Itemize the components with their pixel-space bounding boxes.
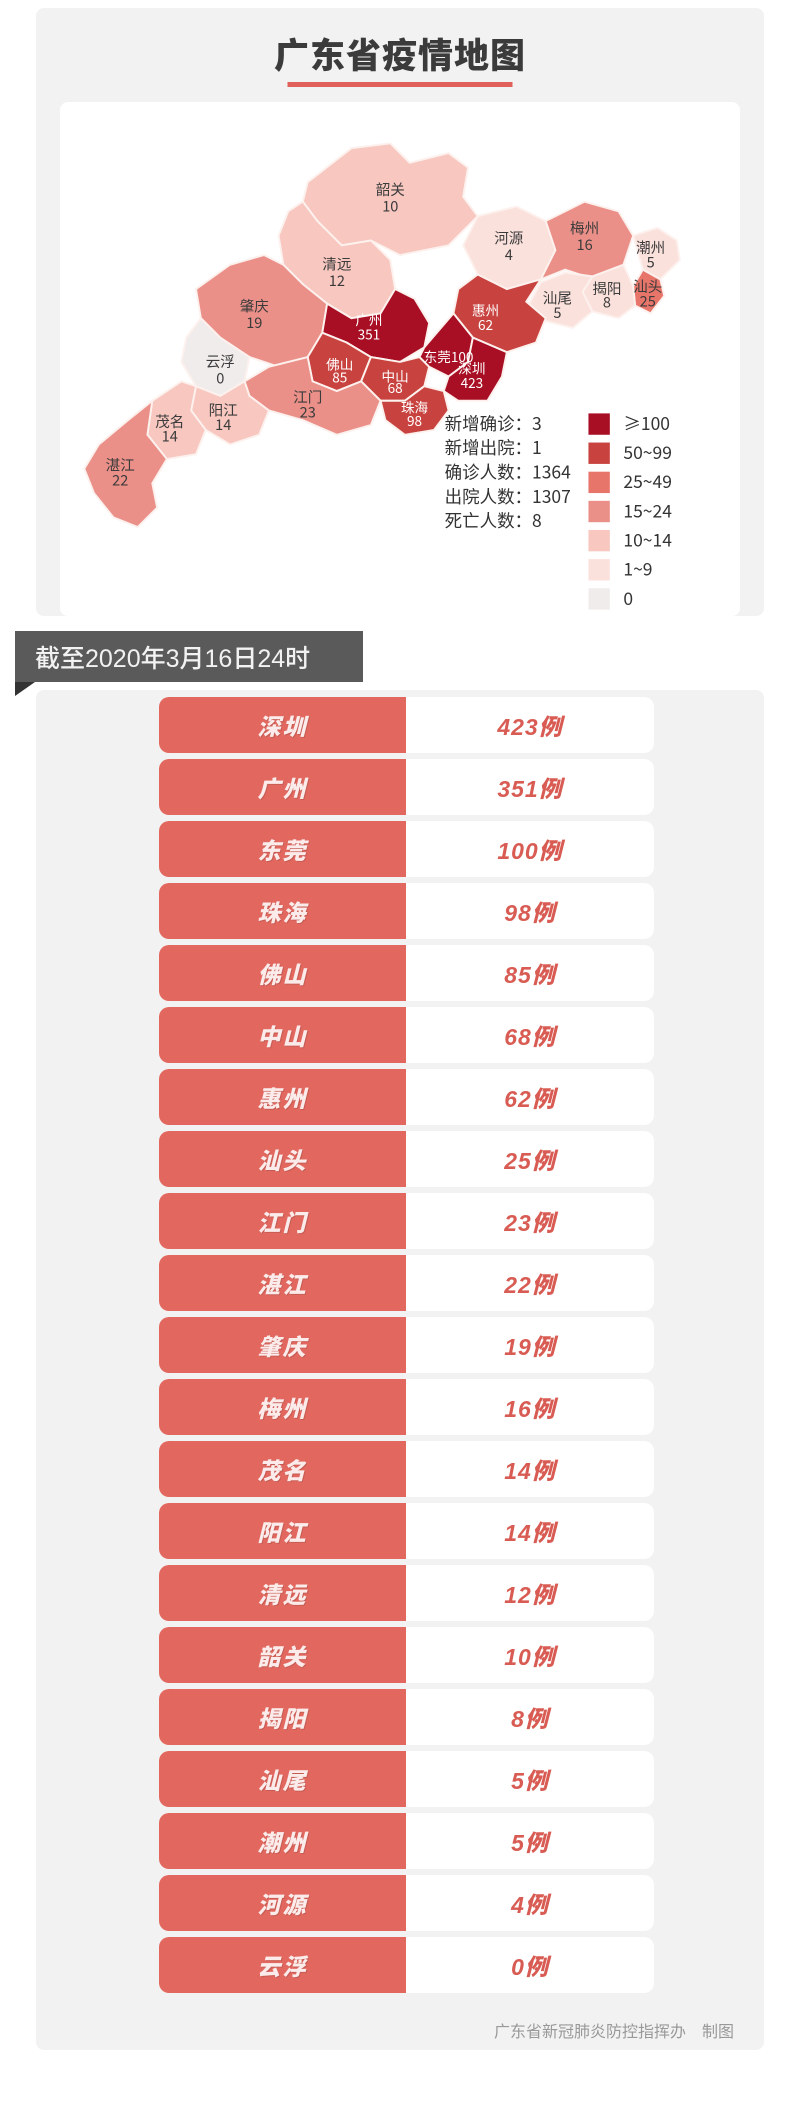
svg-text:10: 10	[382, 195, 398, 216]
svg-text:5: 5	[647, 252, 655, 273]
svg-text:出院人数：1307: 出院人数：1307	[445, 484, 571, 509]
svg-text:85: 85	[332, 366, 347, 386]
svg-text:0: 0	[216, 367, 224, 388]
svg-text:62: 62	[478, 314, 493, 334]
svg-text:25~49: 25~49	[623, 469, 671, 494]
svg-text:10~14: 10~14	[623, 527, 672, 552]
svg-text:14: 14	[215, 414, 231, 435]
svg-text:423: 423	[461, 372, 484, 392]
svg-text:新增出院：1: 新增出院：1	[445, 435, 542, 460]
svg-text:确诊人数：1364: 确诊人数：1364	[445, 459, 571, 484]
svg-text:1~9: 1~9	[623, 557, 652, 582]
svg-text:0: 0	[623, 586, 633, 611]
svg-text:5: 5	[553, 302, 561, 323]
svg-text:≥100: ≥100	[623, 411, 670, 436]
svg-text:23: 23	[300, 401, 316, 422]
svg-text:25: 25	[640, 291, 656, 312]
svg-text:19: 19	[246, 312, 262, 333]
svg-text:50~99: 50~99	[623, 440, 671, 465]
svg-text:68: 68	[388, 377, 403, 397]
svg-text:22: 22	[112, 469, 128, 490]
svg-text:16: 16	[576, 234, 592, 255]
svg-text:351: 351	[358, 324, 381, 344]
svg-text:新增确诊：3: 新增确诊：3	[445, 411, 542, 436]
svg-text:14: 14	[162, 426, 178, 447]
svg-text:15~24: 15~24	[623, 498, 672, 523]
svg-text:死亡人数：8: 死亡人数：8	[445, 508, 542, 533]
svg-text:4: 4	[505, 244, 513, 265]
svg-text:12: 12	[329, 270, 345, 291]
svg-text:98: 98	[407, 410, 422, 430]
svg-text:8: 8	[603, 292, 611, 313]
